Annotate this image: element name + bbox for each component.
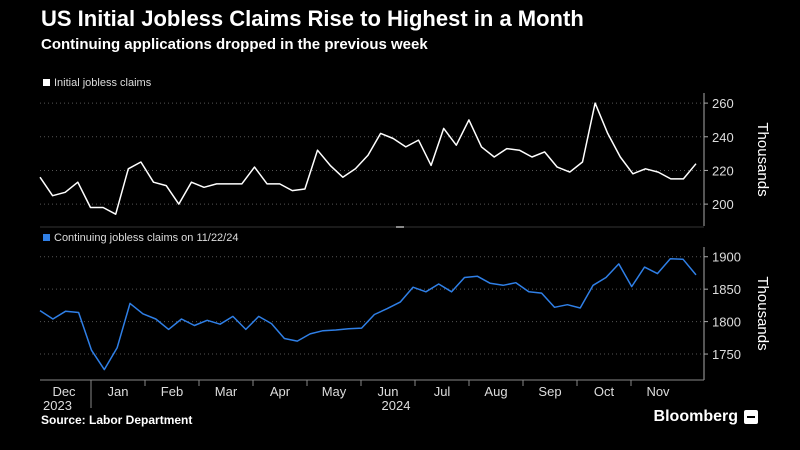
x-tick-label: Mar [215, 384, 238, 399]
y-tick-label: 200 [712, 197, 734, 212]
x-tick-label: Apr [270, 384, 291, 399]
y-tick-label: 1800 [712, 315, 741, 330]
y-axis-label: Thousands [754, 276, 771, 350]
series-line-initial [39, 102, 697, 215]
year-label: 2023 [43, 398, 72, 413]
legend-label: Initial jobless claims [54, 77, 152, 89]
x-tick-label: Jan [108, 384, 129, 399]
brand-logo: Bloomberg [654, 408, 758, 426]
chart-title: US Initial Jobless Claims Rise to Highes… [41, 6, 584, 31]
y-tick-label: 240 [712, 130, 734, 145]
y-tick-label: 220 [712, 163, 734, 178]
series-line-continuing [39, 257, 697, 371]
y-tick-label: 1750 [712, 347, 741, 362]
y-axis-label: Thousands [754, 122, 771, 196]
x-tick-label: Nov [646, 384, 670, 399]
brand-name: Bloomberg [653, 408, 738, 425]
y-tick-label: 1900 [712, 250, 741, 265]
x-tick-label: Feb [161, 384, 183, 399]
chart-subtitle: Continuing applications dropped in the p… [41, 36, 428, 53]
x-tick-label: Dec [52, 384, 76, 399]
y-tick-label: 1850 [712, 282, 741, 297]
x-tick-label: Jul [434, 384, 451, 399]
legend-swatch [43, 79, 50, 86]
source-note: Source: Labor Department [41, 413, 193, 427]
x-tick-label: May [322, 384, 347, 399]
x-tick-label: Oct [594, 384, 615, 399]
legend-label: Continuing jobless claims on 11/22/24 [54, 232, 238, 244]
x-tick-label: Jun [378, 384, 399, 399]
x-tick-label: Aug [484, 384, 507, 399]
bloomberg-terminal-icon [744, 410, 758, 424]
x-tick-label: Sep [538, 384, 561, 399]
y-tick-label: 260 [712, 96, 734, 111]
year-label: 2024 [382, 398, 411, 413]
legend-swatch [43, 234, 50, 241]
